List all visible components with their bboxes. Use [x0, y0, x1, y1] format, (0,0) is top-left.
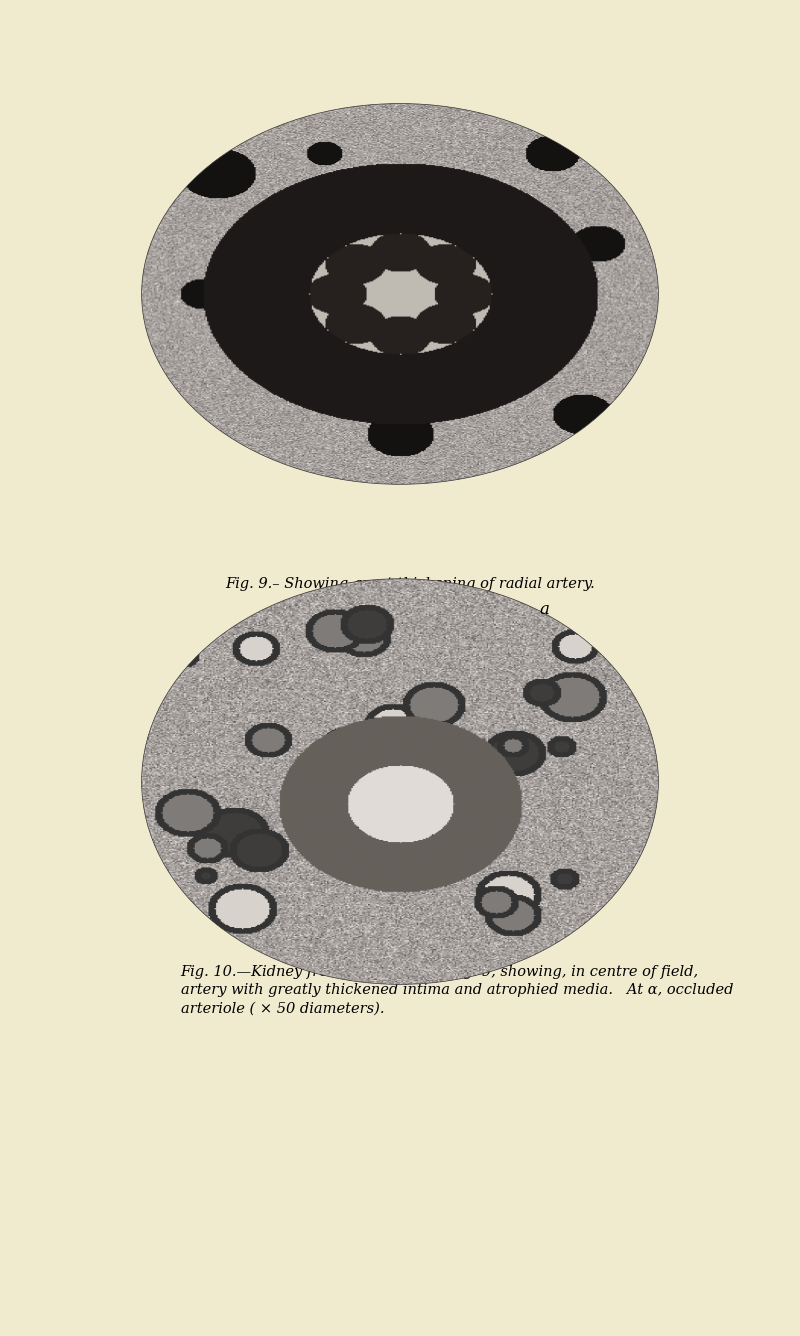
Text: Fig. 9.– Showing great thickening of radial artery.: Fig. 9.– Showing great thickening of rad…	[225, 577, 595, 591]
Text: a: a	[540, 601, 550, 619]
Text: Fig. 10.—Kidney from same case as Fig. 9, showing, in centre of field,: Fig. 10.—Kidney from same case as Fig. 9…	[181, 965, 698, 979]
Text: arteriole ( × 50 diameters).: arteriole ( × 50 diameters).	[181, 1002, 384, 1015]
Text: artery with greatly thickened intima and atrophied media.   At α, occluded: artery with greatly thickened intima and…	[181, 983, 733, 997]
